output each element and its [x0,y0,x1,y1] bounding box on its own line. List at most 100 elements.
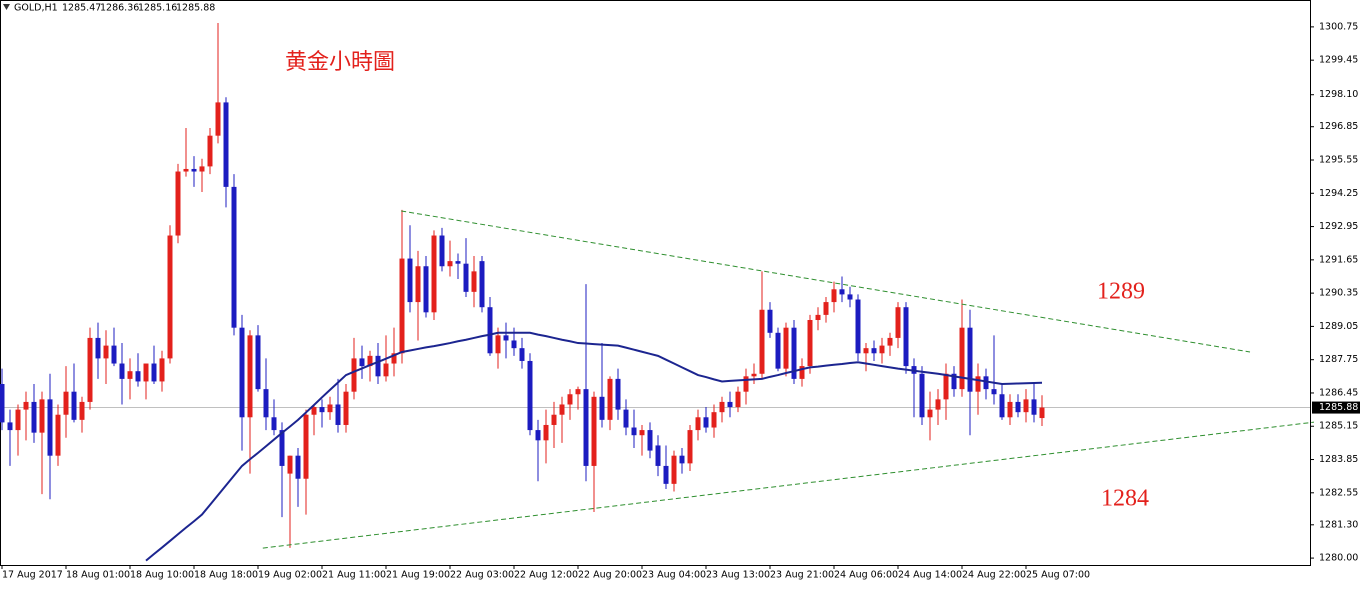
header-low: 1285.16 [138,3,177,14]
candle-body [191,168,197,172]
candle-body [647,430,653,451]
y-tick-label: 1283.85 [1319,454,1358,465]
candle-body [79,401,85,420]
candle-body [343,391,349,425]
candle-body [135,371,141,382]
candle-body [591,396,597,466]
x-tick-label: 21 Aug 19:00 [386,570,450,581]
candle-body [495,335,501,354]
header-open: 1285.47 [62,3,101,14]
candle-body [831,289,837,303]
candle-body [671,455,677,484]
candle-body [703,417,709,428]
y-tick-label: 1280.00 [1319,553,1358,564]
candle-body [999,394,1005,418]
candle-body [815,314,821,321]
candle-body [119,363,125,379]
candle-body [487,307,493,354]
y-tick-label: 1285.15 [1319,421,1358,432]
y-tick-label: 1296.85 [1319,121,1358,132]
candle-body [599,396,605,420]
candle-body [311,407,317,415]
x-tick-label: 24 Aug 22:00 [962,570,1026,581]
candle-body [895,307,901,338]
y-tick-label: 1300.75 [1319,21,1358,32]
candle-body [775,332,781,369]
candle-body [559,404,565,415]
candle-body [863,348,869,354]
candle-body [55,414,61,456]
candle-body [359,358,365,367]
y-tick-label: 1289.05 [1319,321,1358,332]
candle-body [103,345,109,359]
candle-body [551,414,557,425]
candle-body [199,166,205,172]
candle-body [143,363,149,382]
candle-body [127,371,133,379]
candle-body [919,373,925,418]
candle-body [567,394,573,405]
symbol: GOLD,H1 [14,3,58,14]
candle-body [303,414,309,479]
candle-body [239,327,245,418]
candle-body [639,430,645,436]
moving-average [145,331,1043,562]
header-close: 1285.88 [176,3,215,14]
candle-body [7,422,13,431]
annotation: 1289 [1097,279,1145,305]
y-tick-label: 1299.45 [1319,55,1358,66]
candle-body [1031,399,1037,415]
candle-body [351,358,357,392]
candle-body [607,378,613,420]
candle-body [879,345,885,354]
candle-body [927,409,933,418]
candle-body [527,360,533,431]
candle-body [543,424,549,441]
candle-body [23,401,29,410]
candle-body [1023,399,1029,413]
y-tick-label: 1294.25 [1319,188,1358,199]
x-tick-label: 24 Aug 14:00 [898,570,962,581]
candle-body [719,401,725,413]
candle-body [855,299,861,354]
y-tick-label: 1282.55 [1319,487,1358,498]
candle-body [743,376,749,392]
candle-body [391,353,397,364]
candle-body [975,376,981,392]
candle-body [695,417,701,431]
candle-body [287,455,293,474]
candle-body [935,399,941,410]
candle-body [247,335,253,418]
candle-body [47,399,53,456]
candle-body [535,430,541,441]
candle-body [951,373,957,390]
candle-body [471,271,477,292]
candle-body [943,373,949,400]
candle-body [375,355,381,377]
candle-body [623,409,629,428]
candle-body [95,337,101,359]
candle-body [423,266,429,313]
y-tick-label: 1281.30 [1319,519,1358,530]
y-tick-label: 1291.65 [1319,254,1358,265]
candle-body [367,355,373,367]
candle-body [183,168,189,172]
candle-body [255,335,261,390]
candle-body [583,389,589,466]
candle-body [791,327,797,379]
x-tick-label: 23 Aug 13:00 [706,570,770,581]
candle-body [799,366,805,379]
candle-body [767,309,773,333]
candle-body [783,327,789,369]
x-tick-label: 21 Aug 11:00 [322,570,386,581]
candle-body [447,261,453,267]
candle-body [679,455,685,464]
annotation: 1284 [1101,486,1149,512]
candle-body [759,309,765,374]
candle-body [383,363,389,377]
y-tick-label: 1295.55 [1319,155,1358,166]
y-tick-label: 1290.35 [1319,288,1358,299]
